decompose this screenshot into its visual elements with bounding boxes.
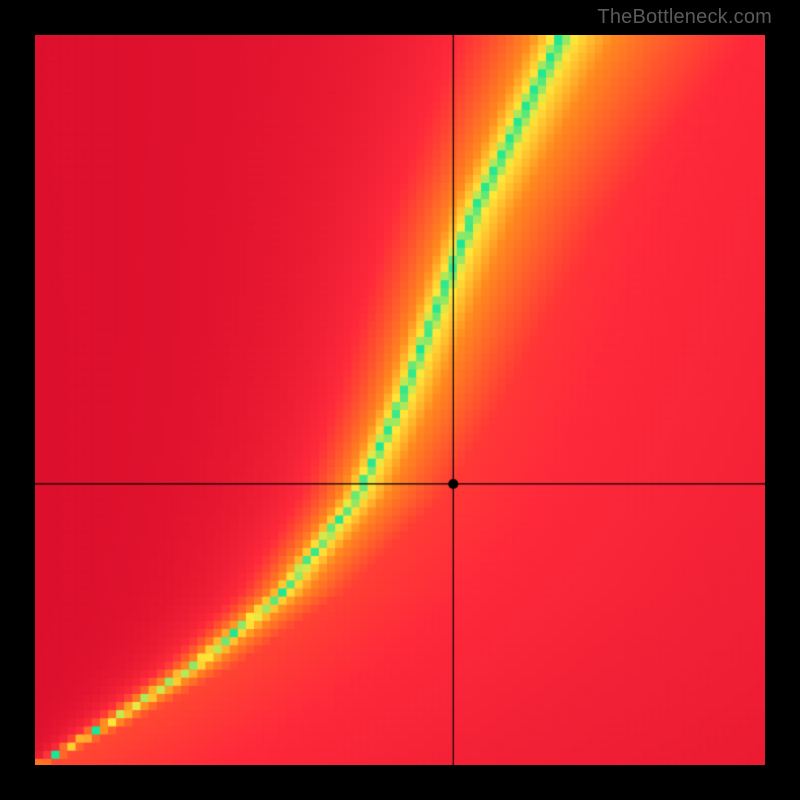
heatmap-plot — [35, 35, 765, 765]
watermark-text: TheBottleneck.com — [597, 6, 772, 29]
heatmap-canvas — [35, 35, 765, 765]
